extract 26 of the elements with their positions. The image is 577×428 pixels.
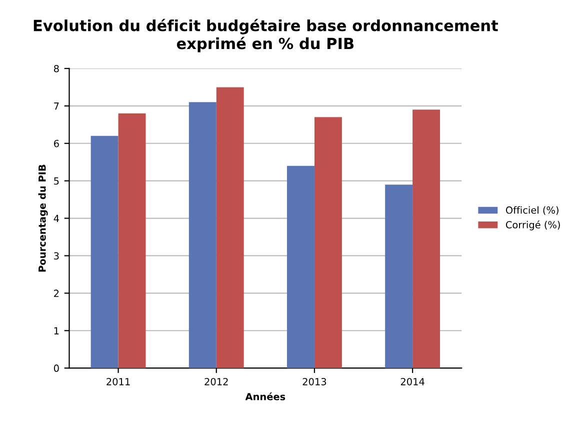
x-axis-title: Années [245,392,286,400]
bar [385,184,413,368]
y-tick-label: 6 [54,140,59,148]
y-tick-label: 7 [54,102,59,110]
legend-label: Officiel (%) [506,206,558,215]
y-tick-label: 4 [54,214,59,222]
y-tick-label: 2 [54,290,59,297]
x-tick-label: 2014 [400,378,424,386]
y-tick-label: 3 [54,252,59,260]
bar [118,113,146,368]
bar [216,87,244,368]
bar [314,117,342,368]
chart-title: Evolution du déficit budgétaire base ordonnancement exprimé en % du PIB [34,18,498,52]
y-tick-label: 5 [54,177,59,185]
y-tick-label: 0 [54,364,59,372]
y-tick-label: 1 [54,327,59,334]
legend-label: Corrigé (%) [506,220,560,230]
y-axis-title: Pourcentage du PIB [38,164,48,272]
x-tick-label: 2011 [106,378,130,386]
x-tick-label: 2013 [302,378,326,386]
bar [90,136,118,368]
bar [188,102,216,368]
bar [287,166,314,368]
x-tick-label: 2012 [204,378,228,386]
bar [412,110,440,368]
y-tick-label: 8 [54,64,59,72]
